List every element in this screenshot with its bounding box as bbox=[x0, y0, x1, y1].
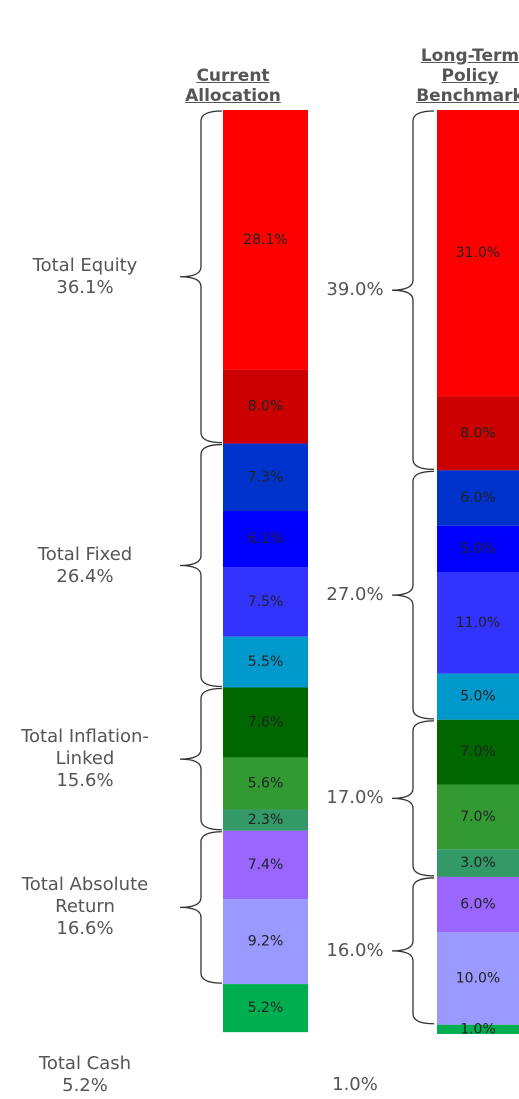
group-value: 26.4% bbox=[56, 565, 114, 587]
segment-label: 8.0% bbox=[248, 399, 284, 415]
segment-label: 10.0% bbox=[456, 971, 500, 987]
segment bbox=[437, 784, 519, 850]
segment-label: 6.1% bbox=[248, 531, 284, 547]
group-name: Total Cash bbox=[38, 1053, 132, 1074]
segment bbox=[437, 572, 519, 674]
segment-label: 11.0% bbox=[456, 615, 500, 631]
segment bbox=[223, 511, 308, 568]
segment bbox=[437, 470, 519, 526]
group-label: Total Equity 36.1% bbox=[3, 255, 167, 299]
group-value: 1.0% bbox=[332, 1074, 378, 1095]
segment-label: 6.0% bbox=[460, 897, 496, 913]
group-name: Total Equity bbox=[32, 254, 138, 276]
segment bbox=[223, 687, 308, 758]
segment bbox=[437, 849, 519, 877]
segment-label: 5.0% bbox=[460, 541, 496, 557]
segment bbox=[437, 719, 519, 785]
group-label: 17.0% bbox=[300, 787, 410, 809]
segment bbox=[223, 809, 308, 831]
segment-label: 7.3% bbox=[248, 469, 284, 485]
brace bbox=[391, 110, 435, 471]
group-value: 16.6% bbox=[56, 918, 114, 940]
segment-label: 5.6% bbox=[248, 776, 284, 792]
group-value: 17.0% bbox=[326, 787, 384, 809]
segment bbox=[223, 899, 308, 985]
segment bbox=[437, 525, 519, 572]
group-value: 16.0% bbox=[326, 939, 384, 961]
group-name: Total Inflation-Linked bbox=[21, 726, 149, 770]
segment-label: 3.0% bbox=[460, 855, 496, 871]
brace bbox=[391, 470, 435, 720]
segment bbox=[223, 636, 308, 688]
group-label: Total Inflation-Linked 15.6% bbox=[3, 726, 167, 792]
segment bbox=[437, 932, 519, 1025]
segment-label: 5.0% bbox=[460, 689, 496, 705]
segment bbox=[223, 984, 308, 1033]
segment-label: 7.5% bbox=[248, 594, 284, 610]
group-value: 39.0% bbox=[326, 279, 384, 301]
segment bbox=[223, 443, 308, 512]
brace bbox=[391, 720, 435, 877]
group-name: Total Absolute Return bbox=[21, 874, 149, 918]
segment bbox=[223, 757, 308, 810]
segment bbox=[437, 673, 519, 720]
segment-label: 5.2% bbox=[248, 1000, 284, 1016]
group-name: Total Fixed bbox=[37, 543, 133, 565]
group-label: Total Fixed 26.4% bbox=[3, 544, 167, 588]
group-label: Total Cash 5.2% bbox=[3, 1053, 167, 1097]
group-label: 27.0% bbox=[300, 584, 410, 606]
segment-label: 7.0% bbox=[460, 809, 496, 825]
segment bbox=[223, 110, 308, 370]
segment-label: 7.0% bbox=[460, 744, 496, 760]
brace bbox=[179, 443, 223, 688]
group-value: 36.1% bbox=[56, 276, 114, 298]
segment-label: 2.3% bbox=[248, 812, 284, 828]
segment-label: 9.2% bbox=[248, 934, 284, 950]
segment bbox=[437, 110, 519, 397]
segment-label: 6.0% bbox=[460, 490, 496, 506]
segment-label: 5.5% bbox=[248, 654, 284, 670]
group-value: 27.0% bbox=[326, 584, 384, 606]
segment bbox=[437, 876, 519, 933]
group-label: 1.0% bbox=[300, 1074, 410, 1096]
segment-label: 31.0% bbox=[456, 245, 500, 261]
segment-label: 7.4% bbox=[248, 857, 284, 873]
column-header: Long-Term Policy Benchmark bbox=[416, 46, 519, 106]
group-value: 5.2% bbox=[62, 1075, 108, 1096]
brace bbox=[179, 110, 223, 444]
segment bbox=[437, 1024, 519, 1034]
segment-label: 8.0% bbox=[460, 425, 496, 441]
segment-label: 28.1% bbox=[243, 232, 287, 248]
segment bbox=[223, 567, 308, 637]
segment bbox=[223, 830, 308, 900]
segment-label: 1.0% bbox=[460, 1021, 496, 1037]
group-label: Total Absolute Return 16.6% bbox=[3, 874, 167, 940]
group-label: 39.0% bbox=[300, 279, 410, 301]
segment-label: 7.6% bbox=[248, 715, 284, 731]
group-value: 15.6% bbox=[56, 770, 114, 792]
brace bbox=[179, 687, 223, 831]
segment bbox=[223, 369, 308, 444]
group-label: 16.0% bbox=[300, 940, 410, 962]
brace bbox=[391, 877, 435, 1025]
brace bbox=[179, 831, 223, 984]
column-header: Current Allocation bbox=[185, 66, 281, 106]
segment bbox=[437, 396, 519, 471]
